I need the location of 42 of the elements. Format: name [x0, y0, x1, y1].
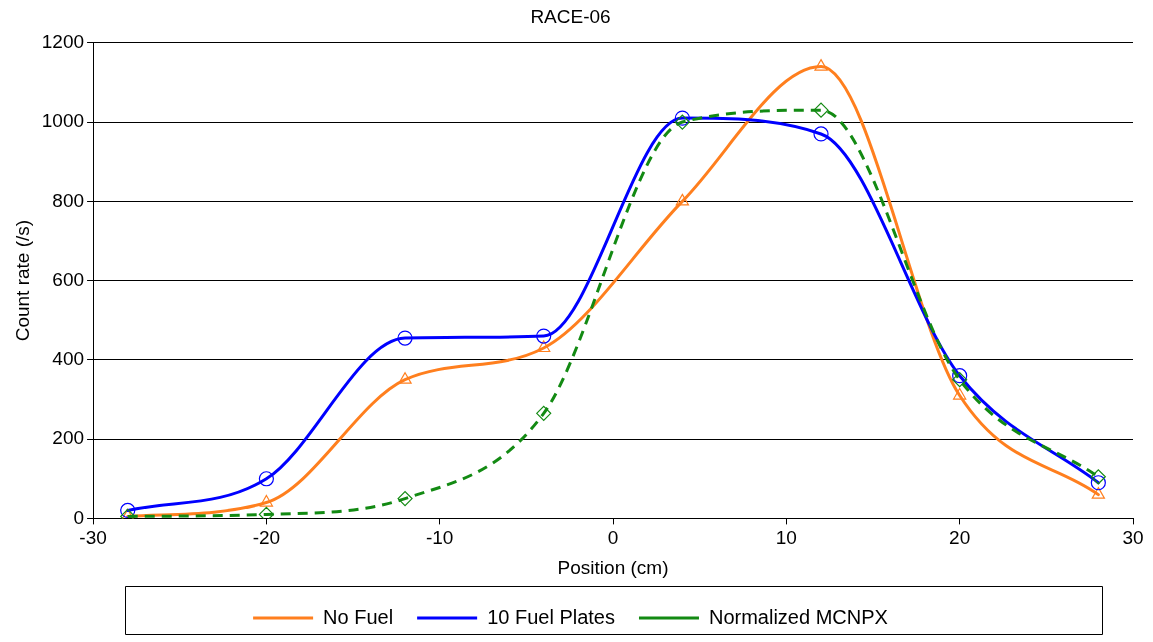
point	[1091, 487, 1105, 499]
chart-title: RACE-06	[530, 5, 611, 27]
x-axis-title: Position (cm)	[557, 556, 669, 578]
point	[537, 340, 551, 353]
point	[814, 58, 828, 71]
x-tick-label: -10	[425, 527, 454, 549]
point	[1090, 475, 1106, 491]
point	[952, 372, 968, 388]
point	[120, 502, 136, 519]
x-tick-label: 10	[775, 527, 797, 549]
point	[397, 490, 413, 507]
x-tick-label: -30	[79, 527, 107, 549]
y-tick-label: 400	[52, 348, 85, 370]
x-tick-label: 20	[949, 527, 971, 549]
y-tick-label: 800	[52, 189, 85, 211]
legend-label: 10 Fuel Plates	[487, 605, 615, 628]
point	[675, 193, 690, 206]
x-tick-label: -20	[252, 527, 281, 549]
x-tick-label: 30	[1122, 527, 1144, 549]
point	[813, 102, 829, 118]
point	[813, 126, 829, 142]
y-tick-label: 1200	[41, 31, 85, 53]
point	[259, 494, 274, 507]
point	[398, 372, 412, 384]
point	[953, 387, 967, 400]
point	[258, 471, 274, 487]
point	[536, 405, 552, 421]
y-tick-label: 0	[73, 506, 85, 528]
point	[258, 506, 274, 519]
point	[1090, 469, 1106, 485]
y-tick-label: 1000	[41, 110, 85, 132]
legend-label: No Fuel	[323, 605, 394, 628]
point	[952, 368, 968, 384]
x-tick-label: 0	[607, 527, 619, 549]
point	[397, 330, 413, 346]
y-tick-label: 200	[52, 427, 85, 449]
y-tick-label: 600	[52, 268, 85, 290]
point	[536, 328, 552, 344]
point	[674, 110, 690, 126]
legend-label: Normalized MCNPX	[708, 605, 888, 628]
point	[674, 114, 690, 130]
y-axis-title: Count rate (/s)	[11, 219, 33, 342]
